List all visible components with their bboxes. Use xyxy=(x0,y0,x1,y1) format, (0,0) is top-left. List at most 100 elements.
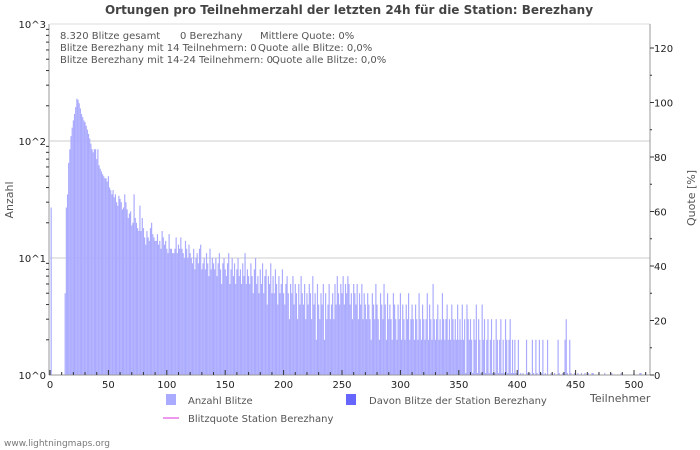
bar xyxy=(181,248,183,375)
bar xyxy=(265,269,267,375)
x-tick-label: 400 xyxy=(508,380,527,391)
bar xyxy=(128,213,131,375)
bar xyxy=(488,373,490,375)
bar xyxy=(417,339,419,375)
bar xyxy=(471,339,473,375)
bar xyxy=(237,258,239,375)
bar xyxy=(467,319,469,375)
bar xyxy=(228,253,230,375)
bar xyxy=(383,283,385,375)
bar xyxy=(445,319,447,375)
bar xyxy=(271,293,273,375)
legend-label-station: Davon Blitze der Station Berezhany xyxy=(369,396,547,407)
y2-tick-label: 80 xyxy=(654,153,667,164)
bar xyxy=(277,304,279,375)
bar xyxy=(328,283,330,375)
bar xyxy=(439,319,441,375)
y-axis-label: Anzahl xyxy=(3,181,16,218)
bar xyxy=(532,373,535,375)
bar xyxy=(226,263,229,375)
bar xyxy=(487,319,489,375)
bar xyxy=(457,304,459,375)
bar xyxy=(361,283,363,375)
bar xyxy=(83,120,85,376)
bar xyxy=(196,253,198,375)
bar xyxy=(409,339,411,375)
bar xyxy=(98,165,100,375)
bar xyxy=(257,276,259,375)
bar xyxy=(517,339,519,375)
bar xyxy=(458,339,460,375)
bar xyxy=(294,283,296,375)
bar xyxy=(489,339,491,375)
bar xyxy=(242,263,244,375)
bar xyxy=(494,373,496,375)
bar xyxy=(337,293,340,375)
bar xyxy=(154,240,156,375)
bar xyxy=(152,234,154,375)
bar xyxy=(112,190,114,375)
bar xyxy=(504,319,507,375)
bars xyxy=(50,98,647,376)
bar xyxy=(332,293,334,375)
bar xyxy=(325,293,327,375)
bar xyxy=(453,339,455,375)
bar xyxy=(460,339,462,375)
bar xyxy=(179,248,181,375)
bar xyxy=(343,304,345,375)
bar xyxy=(536,373,538,375)
bar xyxy=(80,114,83,375)
legend-label-anzahl: Anzahl Blitze xyxy=(188,396,253,407)
bar xyxy=(244,253,246,375)
bar xyxy=(141,217,143,375)
bar xyxy=(170,248,173,375)
bar xyxy=(208,276,210,375)
bar xyxy=(541,373,543,375)
bar xyxy=(434,339,437,375)
bar xyxy=(123,207,125,375)
bar xyxy=(604,373,606,375)
bar xyxy=(285,283,287,375)
bar xyxy=(486,339,488,375)
bar xyxy=(312,276,314,375)
gridlines xyxy=(50,23,650,259)
bar xyxy=(565,319,567,375)
chart-title: Ortungen pro Teilnehmerzahl der letzten … xyxy=(105,3,593,17)
bar xyxy=(429,304,431,375)
bar xyxy=(444,339,446,375)
bar xyxy=(118,195,120,375)
bar xyxy=(432,283,434,375)
bar xyxy=(299,304,301,375)
x-axis-label: Teilnehmer xyxy=(589,392,651,405)
bar xyxy=(372,304,375,375)
bar xyxy=(462,339,465,375)
bar xyxy=(502,339,504,375)
bar xyxy=(240,283,243,375)
y2-axis-label: Quote [%] xyxy=(685,170,698,226)
bar xyxy=(329,319,331,375)
bar xyxy=(191,263,194,375)
bar xyxy=(369,319,371,375)
bar xyxy=(411,304,413,375)
bar xyxy=(119,198,121,375)
bar xyxy=(127,217,129,375)
bar xyxy=(86,129,88,375)
bar xyxy=(205,253,208,375)
bar xyxy=(214,269,216,375)
bar xyxy=(341,293,343,375)
bar xyxy=(106,181,108,375)
bar xyxy=(515,373,517,375)
bar xyxy=(162,237,164,375)
bar xyxy=(160,248,162,375)
bar xyxy=(133,194,135,375)
bar xyxy=(203,258,205,375)
bar xyxy=(480,373,482,375)
bar xyxy=(217,263,219,375)
bar xyxy=(286,276,288,375)
info-station-count: 0 Berezhany xyxy=(180,31,243,42)
bar xyxy=(120,202,122,375)
bar xyxy=(161,231,163,375)
bar xyxy=(499,339,501,375)
bar xyxy=(274,269,277,375)
bar xyxy=(482,339,484,375)
